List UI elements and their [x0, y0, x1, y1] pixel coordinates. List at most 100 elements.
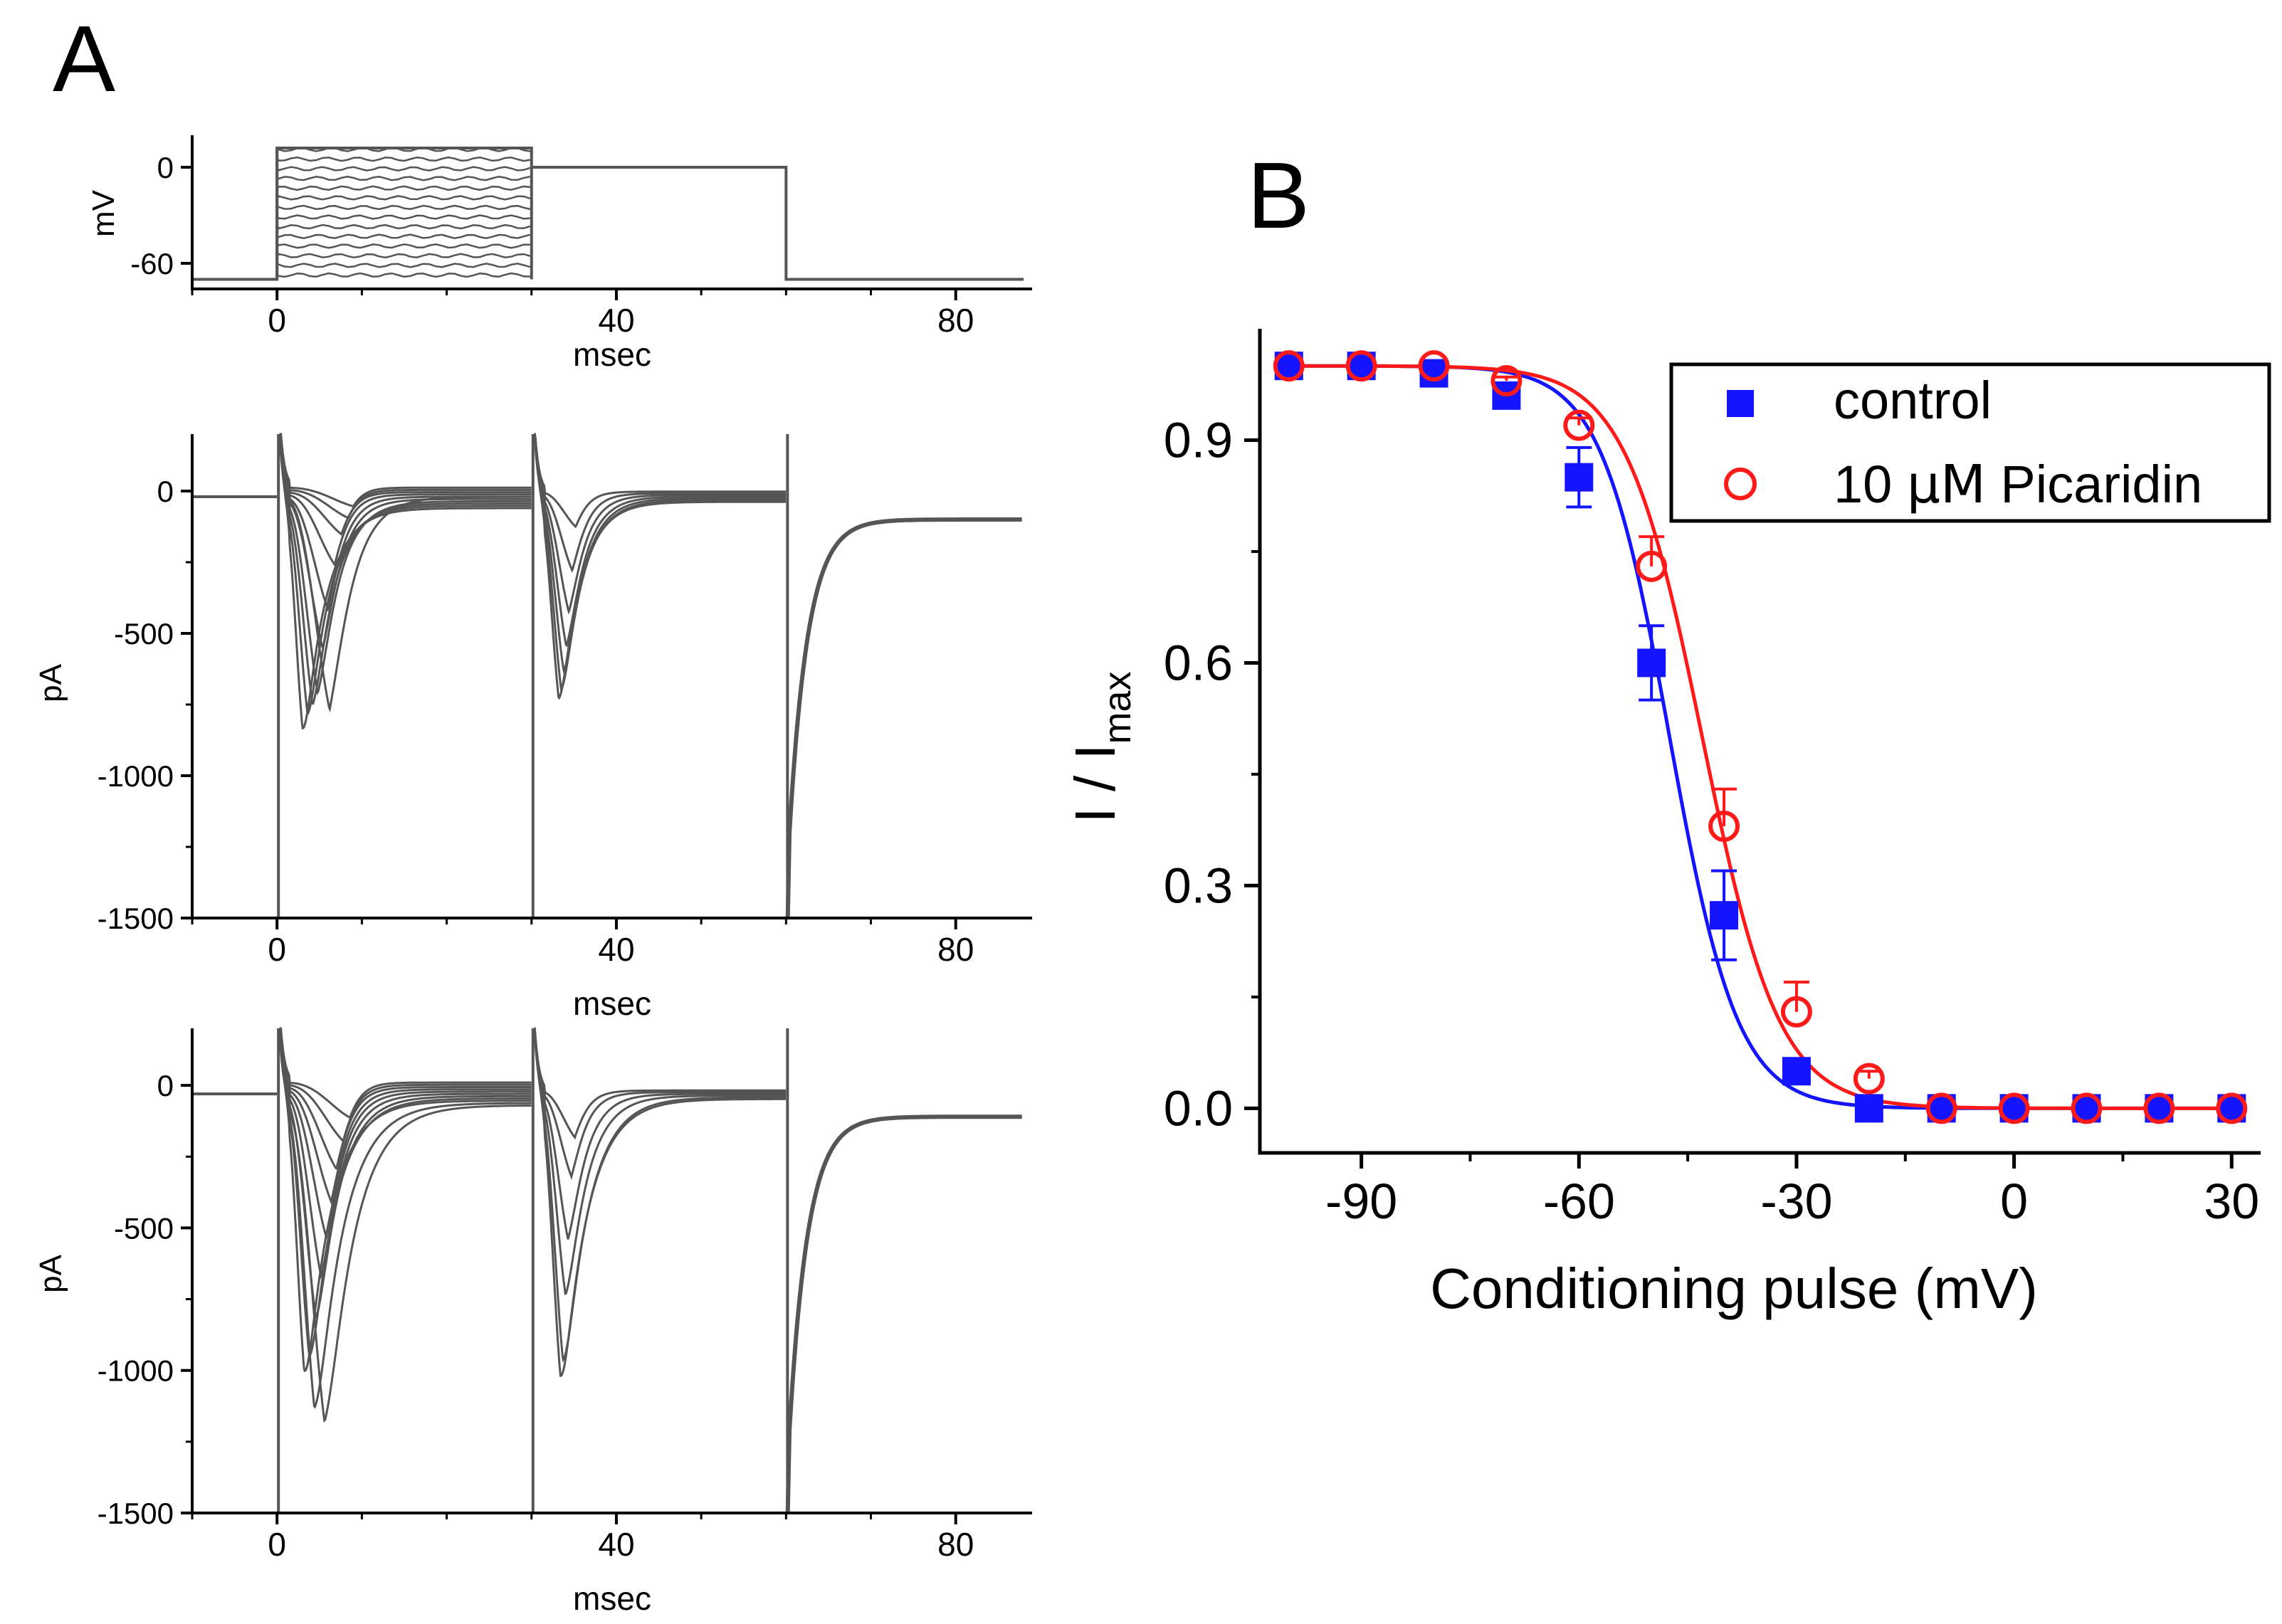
protocol-step-trace [277, 233, 531, 239]
current-picaridin-trace-conditioning [279, 1027, 532, 1142]
data-point-picaridin [1273, 350, 1305, 382]
legend-marker-picaridin [1724, 468, 1757, 500]
protocol-x-label: msec [573, 336, 651, 373]
current-picaridin-trace-test [532, 1028, 787, 1363]
protocol-x-tick-label: 0 [268, 302, 286, 339]
current-control-trace-tail [785, 517, 1022, 919]
current-picaridin-trace-conditioning [278, 1028, 532, 1373]
protocol-step-trace [277, 214, 530, 220]
data-point-picaridin [1925, 1092, 1957, 1124]
current-control-trace-conditioning [278, 433, 532, 715]
legend-label-picaridin-unit: μM [1907, 454, 1986, 515]
inactivation-axes [1258, 329, 2261, 1155]
data-point-control [1782, 1057, 1811, 1086]
legend-label-control: control [1834, 371, 1992, 430]
current-control-traces [192, 433, 1022, 919]
current-picaridin-trace-test [533, 1027, 787, 1140]
current-picaridin-ticks: 0 40 80 0 -500 -1000 -1500 [98, 1069, 974, 1563]
data-point-picaridin [1998, 1092, 2030, 1124]
inactivation-ticks: -90 -60 -30 0 30 0.0 0.3 0.6 0.9 [1164, 412, 2259, 1229]
current-control-trace-test [533, 433, 787, 529]
current-picaridin-x-label: msec [573, 1580, 651, 1617]
current-picaridin-trace-conditioning [278, 1030, 532, 1423]
protocol-x-tick-label: 40 [598, 302, 634, 339]
current-control-trace-conditioning [279, 433, 532, 567]
data-point-picaridin [2143, 1092, 2175, 1124]
inactivation-y-label-sub: max [1096, 671, 1139, 744]
data-point-picaridin [2216, 1092, 2248, 1124]
current-control-trace-conditioning [278, 433, 532, 651]
current-control-trace-conditioning [279, 433, 532, 520]
protocol-step-trace [277, 185, 530, 191]
current-control-x-label: msec [573, 985, 651, 1022]
current-chart-picaridin: 0 40 80 0 -500 -1000 -1500 pA msec [33, 1027, 1032, 1617]
current-control-y-tick-label: -1000 [98, 759, 174, 793]
current-picaridin-y-tick-label: -500 [114, 1211, 174, 1245]
panel-label-a: A [53, 6, 115, 111]
data-point-picaridin [1563, 409, 1595, 441]
protocol-traces [192, 147, 1024, 281]
data-point-control [1565, 463, 1594, 492]
current-picaridin-trace-test [532, 1028, 787, 1240]
data-point-picaridin [1345, 350, 1377, 382]
legend-marker-control [1727, 390, 1754, 417]
inactivation-chart: -90 -60 -30 0 30 0.0 0.3 0.6 0.9 I / Imax Condit… [1063, 329, 2271, 1320]
data-point-control [1710, 901, 1739, 930]
current-control-trace-test [532, 433, 787, 700]
current-picaridin-trace-conditioning [279, 1027, 532, 1170]
current-control-trace-test [532, 433, 787, 675]
data-point-control [1854, 1094, 1883, 1123]
legend-box [1669, 362, 2271, 523]
panel-label-b: B [1247, 143, 1310, 248]
current-picaridin-trace-test [532, 1028, 787, 1377]
current-picaridin-x-tick-label: 40 [598, 1526, 634, 1563]
current-picaridin-trace-tail [785, 1114, 1022, 1514]
protocol-x-tick-label: 80 [937, 302, 974, 339]
data-point-picaridin [1708, 810, 1740, 842]
protocol-step-trace [277, 223, 531, 230]
current-picaridin-trace-conditioning [278, 1028, 532, 1280]
protocol-chart: 0 40 80 0 -60 mV msec [86, 135, 1032, 373]
current-picaridin-trace-conditioning [278, 1028, 532, 1409]
current-picaridin-y-label: pA [33, 1254, 68, 1292]
current-control-trace-test [532, 433, 787, 694]
current-control-ticks: 0 40 80 0 -500 -1000 -1500 [98, 475, 974, 968]
protocol-step-trace [277, 194, 531, 201]
current-control-trace-conditioning [279, 433, 532, 713]
current-chart-control: 0 40 80 0 -500 -1000 -1500 pA msec [33, 433, 1032, 1022]
protocol-axes [191, 135, 1032, 290]
protocol-y-label: mV [86, 189, 121, 237]
inactivation-x-tick-label: -30 [1760, 1174, 1832, 1229]
current-picaridin-x-tick-label: 0 [268, 1526, 286, 1563]
inactivation-y-tick-label: 0.3 [1164, 858, 1233, 913]
protocol-step-trace [277, 175, 531, 181]
legend-label-picaridin-suffix: Picaridin [1986, 455, 2202, 514]
protocol-step-trace [277, 253, 531, 259]
protocol-y-tick-label: -60 [130, 247, 174, 280]
current-picaridin-axes [191, 1028, 1032, 1514]
protocol-y-tick-label: 0 [157, 151, 174, 184]
data-point-control [1637, 648, 1666, 677]
current-control-trace-conditioning [279, 433, 532, 536]
current-picaridin-trace-conditioning [279, 1027, 532, 1205]
current-picaridin-x-tick-label: 80 [937, 1526, 974, 1563]
current-picaridin-trace-test [532, 1028, 787, 1295]
inactivation-y-tick-label: 0.0 [1164, 1080, 1233, 1136]
data-point-picaridin [1490, 365, 1523, 397]
current-control-trace-conditioning [278, 433, 532, 730]
inactivation-x-tick-label: 30 [2204, 1174, 2259, 1229]
protocol-step-trace [277, 243, 530, 249]
current-control-trace-test [533, 433, 787, 615]
protocol-ticks: 0 40 80 0 -60 [130, 151, 974, 339]
current-control-x-tick-label: 80 [937, 931, 974, 968]
protocol-step-trace [277, 272, 530, 278]
current-picaridin-trace-conditioning [279, 1027, 532, 1119]
current-control-x-tick-label: 0 [268, 931, 286, 968]
inactivation-x-tick-label: -90 [1325, 1174, 1397, 1229]
current-picaridin-y-tick-label: -1000 [98, 1354, 174, 1388]
data-point-picaridin [1853, 1063, 1885, 1095]
current-picaridin-traces [192, 1027, 1022, 1514]
legend: control 10 μM Picaridin [1669, 362, 2271, 523]
current-picaridin-trace-conditioning [279, 1027, 532, 1239]
